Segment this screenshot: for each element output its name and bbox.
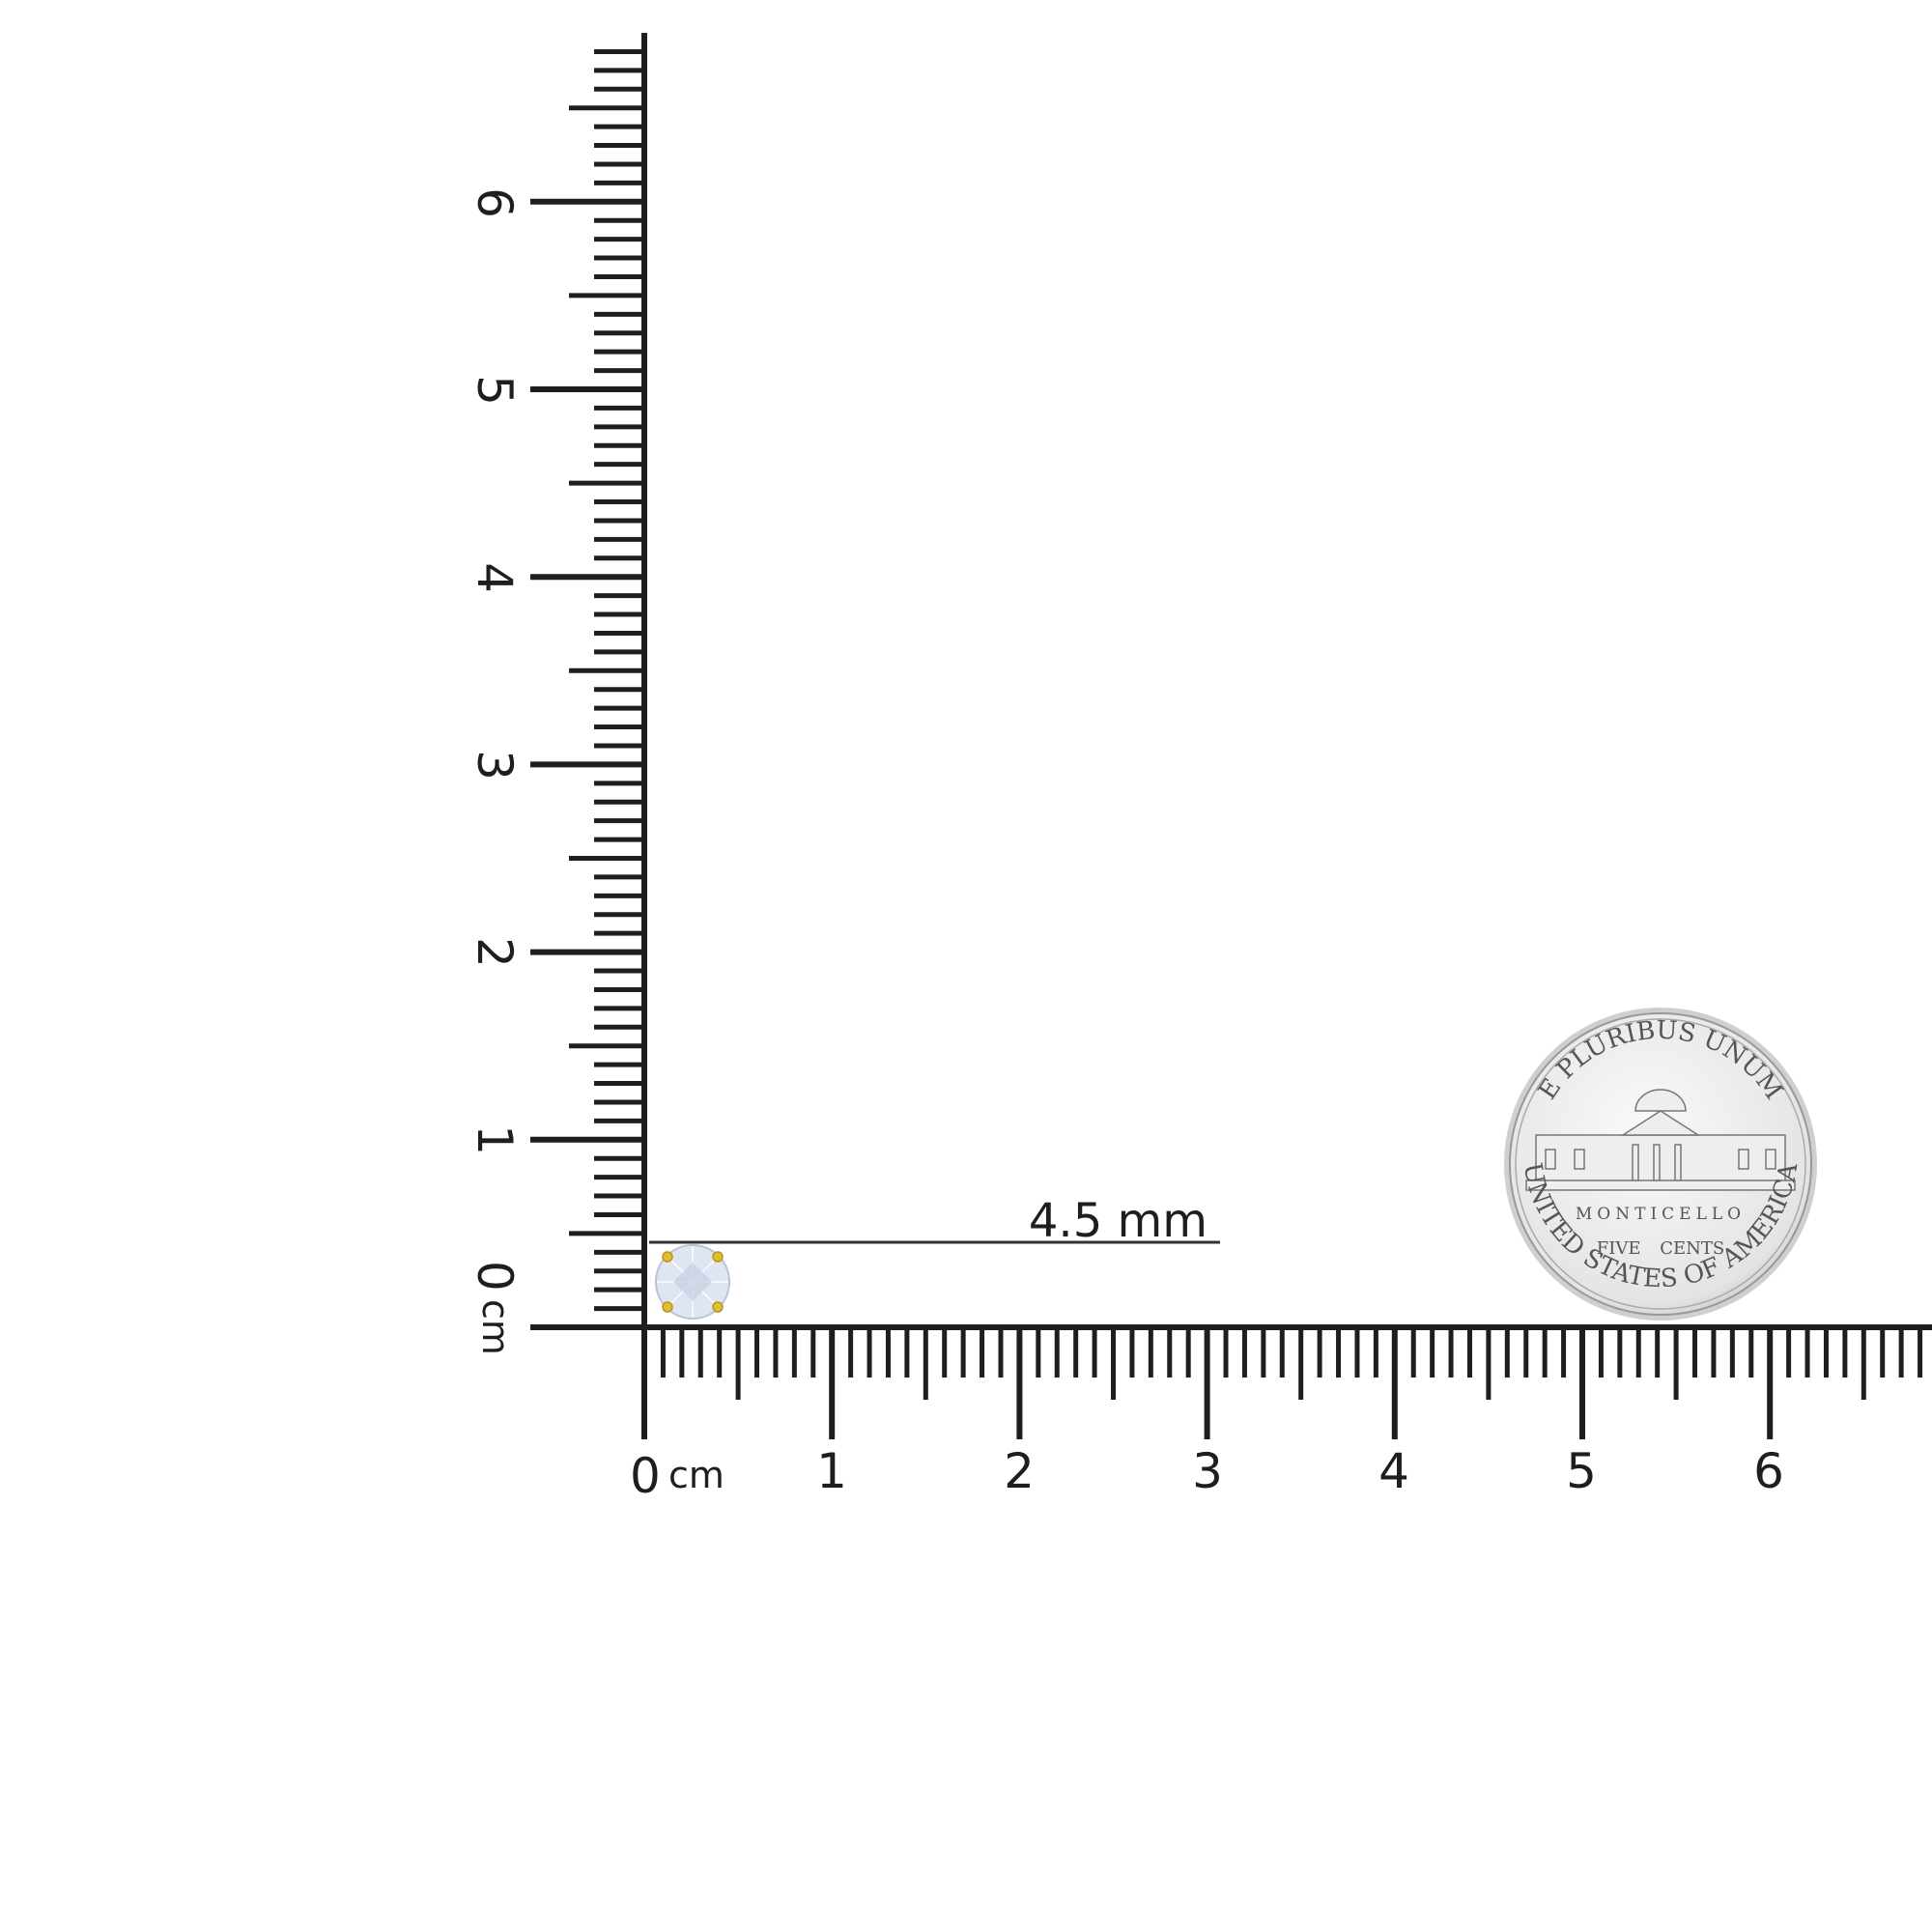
nickel-coin-icon: E PLURIBUS UNUM MONTICELLO FIVE CENTS UN…: [1504, 1008, 1817, 1321]
h-tick-label-4: 4: [1378, 1443, 1409, 1499]
v-tick-label-6: 6: [467, 187, 523, 218]
v-tick-label-0: 0: [467, 1261, 523, 1292]
monticello-building: [1525, 1089, 1796, 1191]
v-tick-label-3: 3: [467, 750, 523, 781]
h-tick-label-6: 6: [1753, 1443, 1784, 1499]
horizontal-ruler-labels: 0 cm 1 2 3 4 5 6: [630, 1443, 1784, 1504]
v-tick-label-5: 5: [467, 375, 523, 406]
h-tick-label-3: 3: [1192, 1443, 1223, 1499]
h-tick-label-2: 2: [1004, 1443, 1035, 1499]
h-unit-label: cm: [668, 1454, 724, 1496]
h-tick-label-1: 1: [816, 1443, 847, 1499]
v-tick-label-4: 4: [467, 562, 523, 593]
vertical-ruler: [530, 33, 647, 1439]
coin-denomination: FIVE CENTS: [1597, 1238, 1724, 1259]
measurement-label: 4.5 mm: [1029, 1194, 1208, 1248]
coin-building-text: MONTICELLO: [1576, 1205, 1746, 1224]
round-diamond-stud-icon: [655, 1244, 730, 1320]
v-tick-label-2: 2: [467, 937, 523, 968]
v-tick-label-1: 1: [467, 1124, 523, 1155]
v-unit-label: cm: [474, 1299, 517, 1355]
horizontal-ruler: [530, 1324, 1932, 1439]
vertical-ruler-labels: 0 cm 1 2 3 4 5 6: [467, 187, 523, 1355]
h-tick-label-5: 5: [1566, 1443, 1597, 1499]
h-tick-label-0: 0: [630, 1448, 661, 1504]
